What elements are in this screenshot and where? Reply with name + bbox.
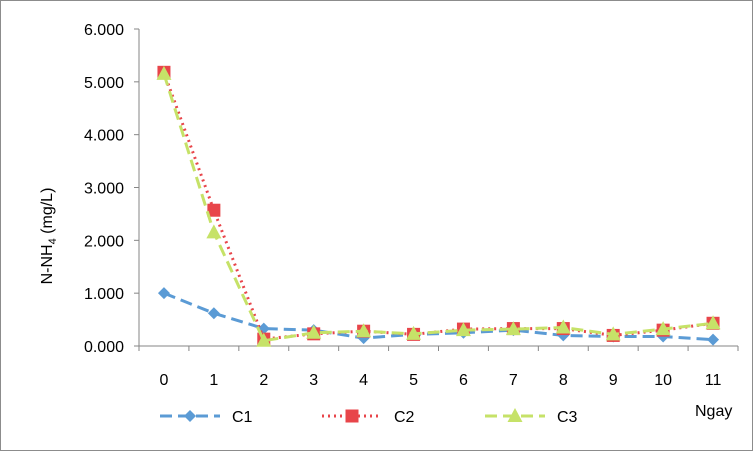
data-point-c1 — [707, 333, 720, 346]
data-point-c1 — [207, 307, 220, 320]
series-layer — [156, 65, 721, 347]
y-tick-label: 5.000 — [84, 75, 124, 92]
legend: C1 C2 C3 — [160, 408, 578, 426]
series-c2 — [157, 65, 720, 346]
data-point-c3 — [505, 321, 521, 336]
series-c3 — [156, 65, 721, 347]
data-point-c1 — [157, 287, 170, 300]
y-tick-label: 1.000 — [84, 286, 124, 303]
data-point-c2 — [207, 203, 221, 217]
y-tick-label: 2.000 — [84, 233, 124, 250]
legend-item-c1: C1 — [160, 409, 253, 426]
data-point-c3 — [156, 65, 172, 80]
legend-label-c1: C1 — [232, 409, 253, 426]
data-point-c3 — [406, 325, 422, 340]
y-axis-label-subscript: 4 — [47, 238, 59, 244]
x-axis: 0 1 2 3 4 5 6 7 8 9 10 11 — [138, 345, 739, 389]
legend-item-c3: C3 — [485, 408, 578, 426]
x-axis-label: Ngay — [695, 403, 732, 420]
data-point-c3 — [356, 323, 372, 338]
x-tick-label: 11 — [705, 372, 722, 389]
data-point-c3 — [705, 315, 721, 330]
data-point-c3 — [655, 321, 671, 336]
x-tick-label: 3 — [309, 372, 318, 389]
x-tick-label: 1 — [209, 372, 218, 389]
x-tick-label: 4 — [359, 372, 368, 389]
legend-marker-c2 — [345, 409, 359, 423]
legend-marker-c1 — [184, 410, 196, 422]
x-tick-label: 5 — [409, 372, 418, 389]
y-axis: 0.000 1.000 2.000 3.000 4.000 5.000 6.000 — [84, 22, 140, 356]
legend-item-c2: C2 — [322, 409, 415, 426]
x-tick-label: 6 — [459, 372, 468, 389]
y-tick-label: 6.000 — [84, 22, 124, 39]
series-line-c1 — [163, 291, 714, 342]
data-point-c3 — [206, 224, 222, 239]
data-point-c3 — [455, 322, 471, 337]
data-point-c3 — [306, 324, 322, 339]
series-line-c2 — [162, 71, 714, 341]
y-axis-label-main: N-NH — [39, 244, 56, 284]
legend-marker-c3 — [507, 408, 523, 422]
x-tick-label: 7 — [509, 372, 518, 389]
data-point-c3 — [555, 319, 571, 334]
y-tick-label: 0.000 — [84, 339, 124, 356]
legend-label-c3: C3 — [557, 409, 578, 426]
x-tick-label: 2 — [259, 372, 268, 389]
series-line-c3 — [162, 73, 714, 343]
y-axis-label: N-NH4 (mg/L) — [39, 188, 59, 285]
data-point-c3 — [256, 332, 272, 347]
data-point-c3 — [605, 326, 621, 341]
legend-label-c2: C2 — [394, 409, 415, 426]
y-tick-label: 3.000 — [84, 181, 124, 198]
x-tick-label: 10 — [654, 372, 672, 389]
y-tick-label: 4.000 — [84, 128, 124, 145]
x-tick-label: 8 — [559, 372, 568, 389]
x-tick-label: 9 — [609, 372, 618, 389]
x-tick-label: 0 — [160, 372, 169, 389]
y-axis-label-units: (mg/L) — [39, 188, 56, 239]
